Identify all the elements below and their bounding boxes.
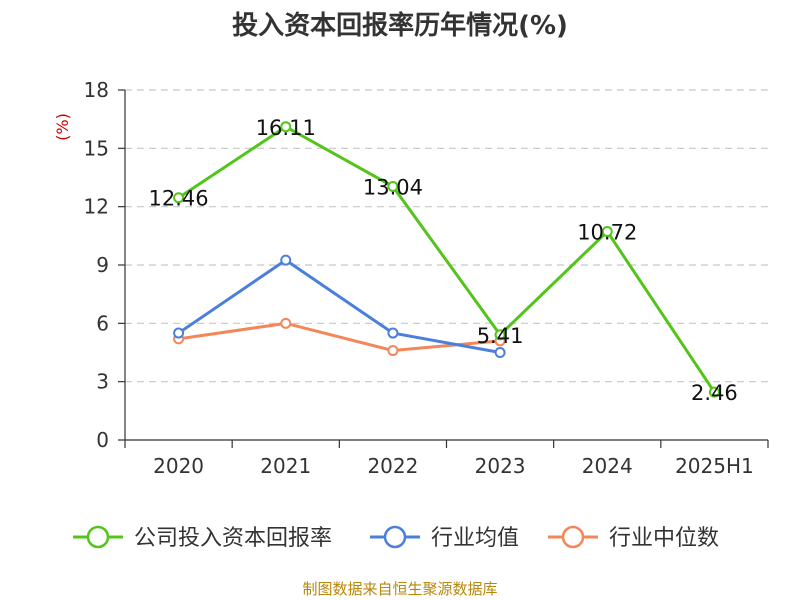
y-tick-label: 6 bbox=[96, 311, 109, 335]
legend-marker bbox=[86, 525, 110, 549]
legend-label: 行业中位数 bbox=[609, 526, 719, 551]
legend-marker bbox=[383, 525, 407, 549]
data-label: 5.41 bbox=[477, 324, 524, 348]
legend: 公司投入资本回报率 行业均值 行业中位数 bbox=[73, 525, 719, 551]
y-tick-label: 3 bbox=[96, 370, 109, 394]
x-tick-label: 2020 bbox=[153, 454, 204, 478]
data-point bbox=[708, 386, 720, 398]
source-note: 制图数据来自恒生聚源数据库 bbox=[302, 580, 497, 598]
legend-label: 行业均值 bbox=[431, 526, 519, 551]
y-tick-label: 0 bbox=[96, 428, 109, 452]
data-point bbox=[387, 327, 399, 339]
data-label: 10.72 bbox=[577, 221, 637, 245]
data-labels: 12.46 16.11 13.04 5.41 10.72 2.46 bbox=[149, 116, 738, 405]
y-tick-label: 18 bbox=[84, 78, 109, 102]
series-line bbox=[177, 125, 716, 393]
y-axis-unit: (%) bbox=[53, 113, 72, 141]
series-line bbox=[178, 321, 501, 353]
x-tick-label: 2022 bbox=[367, 454, 418, 478]
grid bbox=[125, 89, 768, 383]
data-point bbox=[387, 180, 399, 192]
data-label: 2.46 bbox=[691, 381, 738, 405]
data-label: 16.11 bbox=[256, 116, 316, 140]
data-point bbox=[494, 347, 506, 358]
y-tick-label: 15 bbox=[84, 136, 109, 160]
data-label: 13.04 bbox=[363, 175, 423, 199]
y-tick-label: 12 bbox=[84, 195, 109, 219]
series-line bbox=[177, 258, 501, 354]
data-point bbox=[601, 226, 613, 238]
x-tick-label: 2023 bbox=[475, 454, 526, 478]
axes: 0 3 6 9 12 15 18 2020 2021 2022 2023 2024 2025H1 bbox=[84, 78, 769, 478]
data-label: 12.46 bbox=[149, 187, 209, 211]
y-tick-label: 9 bbox=[96, 253, 109, 277]
series-layer bbox=[173, 121, 720, 398]
data-point bbox=[387, 345, 399, 357]
legend-marker bbox=[561, 525, 585, 549]
x-tick-label: 2025H1 bbox=[675, 454, 754, 478]
data-point bbox=[494, 329, 506, 341]
data-point bbox=[173, 327, 185, 339]
data-point bbox=[280, 121, 292, 133]
chart-title: 投入资本回报率历年情况(%) bbox=[232, 10, 568, 41]
x-tick-label: 2024 bbox=[582, 454, 633, 478]
legend-label: 公司投入资本回报率 bbox=[134, 526, 332, 551]
data-point bbox=[280, 254, 292, 266]
data-point bbox=[173, 192, 185, 204]
data-point bbox=[280, 317, 292, 329]
x-tick-label: 2021 bbox=[260, 454, 311, 478]
